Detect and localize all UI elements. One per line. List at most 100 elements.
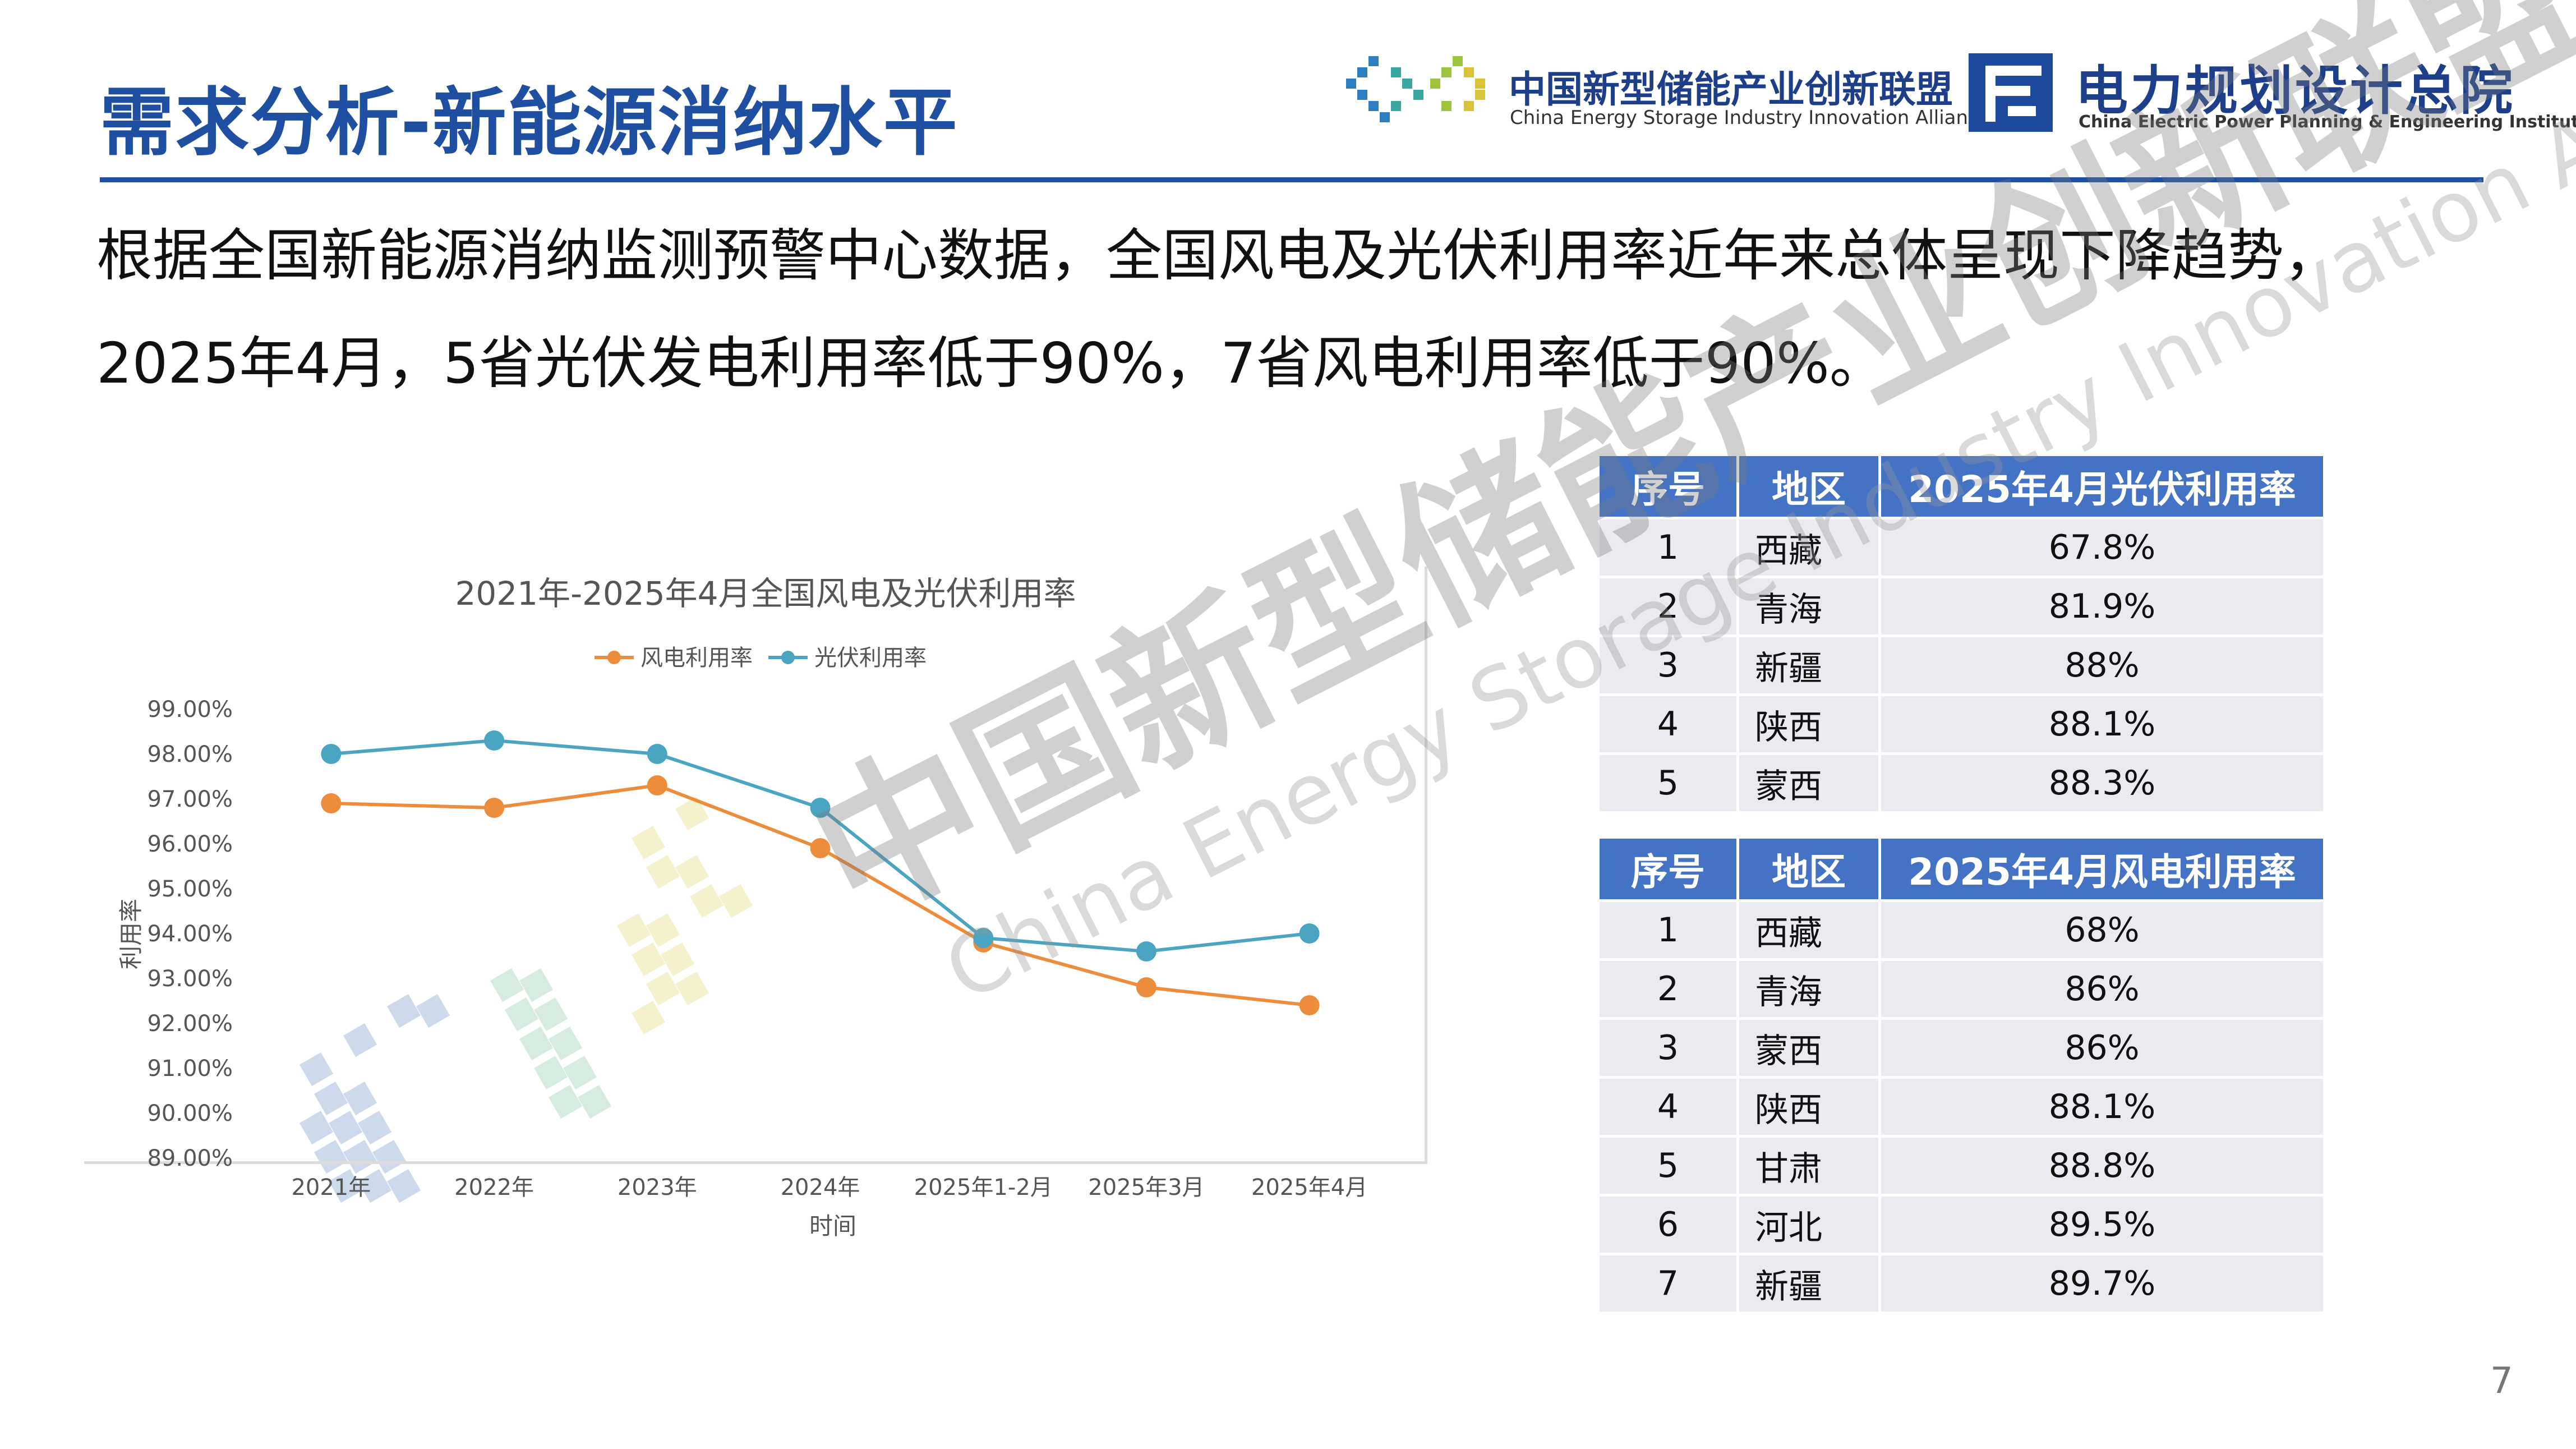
table-row: 5 蒙西 88.3% (1600, 755, 2323, 811)
x-tick-label: 2023年 (617, 1175, 697, 1200)
y-tick-label: 93.00% (147, 966, 233, 992)
row-region: 新疆 (1739, 1255, 1878, 1312)
row-region: 蒙西 (1739, 1020, 1878, 1076)
row-rate: 88.3% (1881, 755, 2323, 811)
row-index: 2 (1600, 578, 1736, 634)
row-index: 1 (1600, 902, 1736, 958)
table-row: 3 蒙西 86% (1600, 1020, 2323, 1076)
y-tick-label: 96.00% (147, 831, 233, 857)
data-point-0-5 (1136, 977, 1156, 997)
legend-marker-0 (607, 651, 621, 664)
wind-utilization-table: 序号 地区 2025年4月风电利用率 1 西藏 68% 2 青海 86% 3 蒙西 86% … (1597, 836, 2326, 1314)
y-tick-label: 90.00% (147, 1101, 233, 1126)
table-row: 6 河北 89.5% (1600, 1197, 2323, 1253)
row-rate: 86% (1881, 1020, 2323, 1076)
data-point-0-3 (810, 838, 831, 858)
institute-name-cn: 电力规划设计总院 (2075, 61, 2515, 122)
x-tick-label: 2025年3月 (1088, 1175, 1204, 1200)
row-region: 青海 (1739, 578, 1878, 634)
data-point-1-6 (1299, 923, 1320, 944)
row-rate: 86% (1881, 961, 2323, 1017)
y-tick-label: 94.00% (147, 921, 233, 947)
table-row: 1 西藏 68% (1600, 902, 2323, 958)
series-line-0 (331, 783, 1310, 1007)
data-point-1-3 (810, 798, 831, 818)
table-row: 7 新疆 89.7% (1600, 1255, 2323, 1312)
alliance-name-cn: 中国新型储能产业创新联盟 (1509, 68, 1953, 111)
table-row: 2 青海 81.9% (1600, 578, 2323, 634)
row-region: 陕西 (1739, 696, 1878, 752)
y-tick-label: 98.00% (147, 742, 233, 767)
data-point-0-0 (321, 793, 342, 813)
y-tick-label: 91.00% (147, 1056, 233, 1082)
intro-line-1: 根据全国新能源消纳监测预警中心数据，全国风电及光伏利用率近年来总体呈现下降趋势， (96, 223, 2340, 288)
y-tick-label: 89.00% (147, 1146, 233, 1171)
data-point-0-2 (647, 775, 667, 795)
row-rate: 89.5% (1881, 1197, 2323, 1253)
row-rate: 67.8% (1881, 519, 2323, 576)
x-tick-label: 2025年4月 (1251, 1175, 1367, 1200)
legend-marker-1 (781, 651, 795, 664)
row-rate: 68% (1881, 902, 2323, 958)
row-index: 5 (1600, 755, 1736, 811)
y-tick-label: 99.00% (147, 697, 233, 723)
row-rate: 88.8% (1881, 1138, 2323, 1194)
chart-frame (84, 567, 1427, 1164)
pv-utilization-table: 序号 地区 2025年4月光伏利用率 1 西藏 67.8% 2 青海 81.9% 3 新疆… (1597, 453, 2326, 814)
row-index: 2 (1600, 961, 1736, 1017)
table-header-region: 地区 (1739, 456, 1878, 517)
y-tick-label: 92.00% (147, 1011, 233, 1037)
data-point-1-2 (647, 744, 667, 764)
data-point-0-6 (1299, 995, 1320, 1015)
x-tick-label: 2024年 (781, 1175, 860, 1200)
row-region: 甘肃 (1739, 1138, 1878, 1194)
table-header-pv-rate: 2025年4月光伏利用率 (1881, 456, 2323, 517)
y-axis-label: 利用率 (117, 899, 145, 969)
row-rate: 88.1% (1881, 1079, 2323, 1135)
row-index: 3 (1600, 1020, 1736, 1076)
table-row: 1 西藏 67.8% (1600, 519, 2323, 576)
legend-label-1: 光伏利用率 (814, 645, 927, 671)
row-region: 蒙西 (1739, 755, 1878, 811)
data-point-1-4 (973, 928, 994, 948)
title-divider (100, 177, 2483, 182)
row-rate: 88% (1881, 637, 2323, 693)
row-rate: 88.1% (1881, 696, 2323, 752)
table-row: 5 甘肃 88.8% (1600, 1138, 2323, 1194)
table-header-index: 序号 (1600, 839, 1736, 899)
data-point-1-5 (1136, 941, 1156, 962)
page-number: 7 (2490, 1360, 2513, 1402)
y-tick-label: 97.00% (147, 786, 233, 812)
row-region: 西藏 (1739, 902, 1878, 958)
institute-logo-icon (1969, 53, 2053, 132)
x-axis-label: 时间 (809, 1212, 856, 1240)
table-header-index: 序号 (1600, 456, 1736, 517)
row-index: 5 (1600, 1138, 1736, 1194)
x-tick-label: 2022年 (454, 1175, 534, 1200)
row-region: 西藏 (1739, 519, 1878, 576)
table-header-wind-rate: 2025年4月风电利用率 (1881, 839, 2323, 899)
row-index: 4 (1600, 1079, 1736, 1135)
row-index: 4 (1600, 696, 1736, 752)
data-point-0-1 (484, 798, 505, 818)
chart-title: 2021年-2025年4月全国风电及光伏利用率 (455, 574, 1076, 613)
table-row: 2 青海 86% (1600, 961, 2323, 1017)
table-row: 3 新疆 88% (1600, 637, 2323, 693)
y-tick-label: 95.00% (147, 876, 233, 902)
row-region: 青海 (1739, 961, 1878, 1017)
data-point-1-1 (484, 730, 505, 751)
row-index: 3 (1600, 637, 1736, 693)
intro-text: 根据全国新能源消纳监测预警中心数据，全国风电及光伏利用率近年来总体呈现下降趋势，… (96, 202, 2508, 417)
row-rate: 81.9% (1881, 578, 2323, 634)
row-index: 6 (1600, 1197, 1736, 1253)
intro-line-2: 2025年4月，5省光伏发电利用率低于90%，7省风电利用率低于90%。 (96, 330, 1886, 396)
alliance-name-en: China Energy Storage Industry Innovation… (1510, 107, 1990, 129)
row-index: 1 (1600, 519, 1736, 576)
x-tick-label: 2021年 (291, 1175, 371, 1200)
row-region: 陕西 (1739, 1079, 1878, 1135)
row-rate: 89.7% (1881, 1255, 2323, 1312)
table-row: 4 陕西 88.1% (1600, 1079, 2323, 1135)
institute-name-en: China Electric Power Planning & Engineer… (2079, 112, 2576, 132)
page-title: 需求分析-新能源消纳水平 (100, 80, 958, 166)
